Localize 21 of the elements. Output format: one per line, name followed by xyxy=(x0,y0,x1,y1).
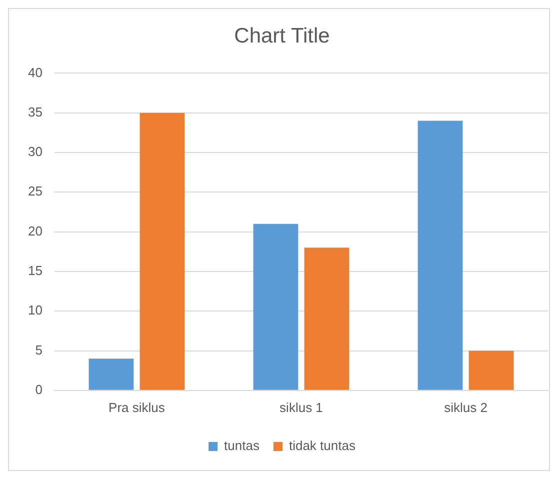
y-tick-label: 40 xyxy=(28,64,42,80)
y-tick-label: 20 xyxy=(28,223,42,238)
y-tick-label: 5 xyxy=(35,342,42,358)
bar xyxy=(88,358,134,390)
bar xyxy=(304,248,350,390)
x-tick-label: siklus 2 xyxy=(444,400,488,415)
legend-label: tuntas xyxy=(224,438,260,454)
bar xyxy=(140,112,185,390)
bar xyxy=(468,350,514,390)
x-tick-label: siklus 1 xyxy=(280,400,323,415)
legend-label: tidak tuntas xyxy=(288,438,356,454)
chart-title: Chart Title xyxy=(234,24,330,48)
y-tick-label: 25 xyxy=(28,184,42,199)
bar xyxy=(253,224,298,390)
y-tick-label: 35 xyxy=(28,104,42,120)
y-tick-label: 10 xyxy=(28,302,42,318)
y-tick-label: 0 xyxy=(35,382,42,397)
bar xyxy=(418,120,463,390)
y-tick-label: 30 xyxy=(28,144,42,160)
y-tick-label: 15 xyxy=(28,263,42,278)
x-tick-label: Pra siklus xyxy=(108,400,166,415)
